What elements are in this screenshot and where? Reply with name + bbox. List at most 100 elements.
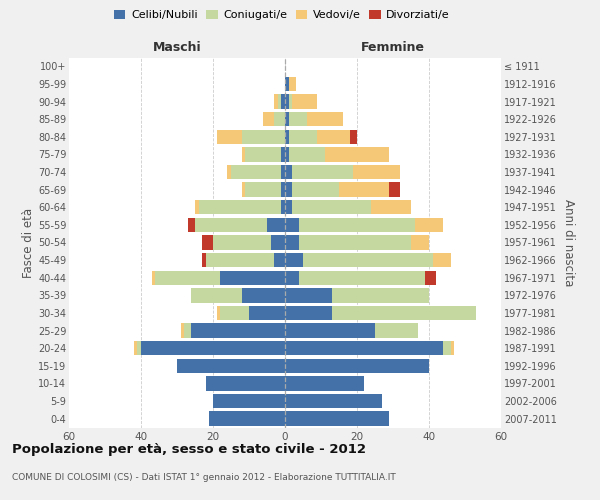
Bar xyxy=(299,270,425,285)
Bar xyxy=(292,165,353,179)
Text: Maschi: Maschi xyxy=(152,41,202,54)
Bar xyxy=(242,130,285,144)
Bar xyxy=(195,200,199,214)
Bar xyxy=(274,253,285,268)
Bar xyxy=(292,182,339,197)
Bar xyxy=(415,218,443,232)
Bar xyxy=(285,147,289,162)
Bar xyxy=(339,182,389,197)
Bar xyxy=(281,94,285,109)
Bar xyxy=(332,288,429,302)
Bar xyxy=(202,253,206,268)
Bar xyxy=(411,236,429,250)
Bar xyxy=(285,306,332,320)
Bar xyxy=(191,288,242,302)
Bar xyxy=(332,306,476,320)
Bar xyxy=(285,182,292,197)
Y-axis label: Anni di nascita: Anni di nascita xyxy=(562,199,575,286)
Bar xyxy=(137,341,141,355)
Bar xyxy=(152,270,155,285)
Bar xyxy=(177,358,285,373)
Bar xyxy=(181,324,184,338)
Bar xyxy=(285,130,289,144)
Bar xyxy=(227,165,231,179)
Bar xyxy=(299,218,415,232)
Bar xyxy=(217,130,242,144)
Bar xyxy=(249,306,285,320)
Bar xyxy=(206,253,274,268)
Bar xyxy=(220,306,249,320)
Bar xyxy=(303,253,433,268)
Bar xyxy=(134,341,137,355)
Bar xyxy=(353,165,400,179)
Bar xyxy=(206,376,285,390)
Bar xyxy=(213,394,285,408)
Bar xyxy=(289,130,317,144)
Bar xyxy=(289,112,307,126)
Bar xyxy=(267,218,285,232)
Bar xyxy=(285,200,292,214)
Bar xyxy=(278,94,281,109)
Bar xyxy=(213,236,271,250)
Bar xyxy=(451,341,454,355)
Bar xyxy=(299,236,411,250)
Bar xyxy=(274,94,278,109)
Bar xyxy=(281,165,285,179)
Bar xyxy=(350,130,357,144)
Bar xyxy=(199,200,281,214)
Bar xyxy=(184,324,191,338)
Bar xyxy=(274,112,285,126)
Bar xyxy=(285,165,292,179)
Bar xyxy=(195,218,267,232)
Bar xyxy=(263,112,274,126)
Bar xyxy=(285,112,289,126)
Legend: Celibi/Nubili, Coniugati/e, Vedovi/e, Divorziati/e: Celibi/Nubili, Coniugati/e, Vedovi/e, Di… xyxy=(110,6,454,25)
Bar xyxy=(325,147,389,162)
Bar xyxy=(141,341,285,355)
Bar xyxy=(281,147,285,162)
Bar xyxy=(289,147,325,162)
Bar xyxy=(285,218,299,232)
Bar xyxy=(285,376,364,390)
Bar xyxy=(285,412,389,426)
Y-axis label: Fasce di età: Fasce di età xyxy=(22,208,35,278)
Text: Femmine: Femmine xyxy=(361,41,425,54)
Bar xyxy=(433,253,451,268)
Bar xyxy=(245,147,281,162)
Bar xyxy=(292,94,317,109)
Bar xyxy=(155,270,220,285)
Bar xyxy=(285,270,299,285)
Bar xyxy=(285,394,382,408)
Bar xyxy=(317,130,350,144)
Bar xyxy=(425,270,436,285)
Bar xyxy=(220,270,285,285)
Bar xyxy=(289,94,292,109)
Bar xyxy=(292,200,371,214)
Bar xyxy=(289,76,296,91)
Bar xyxy=(285,324,375,338)
Bar xyxy=(242,182,245,197)
Bar xyxy=(242,288,285,302)
Text: COMUNE DI COLOSIMI (CS) - Dati ISTAT 1° gennaio 2012 - Elaborazione TUTTITALIA.I: COMUNE DI COLOSIMI (CS) - Dati ISTAT 1° … xyxy=(12,472,396,482)
Bar xyxy=(285,288,332,302)
Bar xyxy=(285,253,303,268)
Bar xyxy=(281,200,285,214)
Bar xyxy=(191,324,285,338)
Bar xyxy=(231,165,281,179)
Bar xyxy=(271,236,285,250)
Bar xyxy=(217,306,220,320)
Bar xyxy=(285,94,289,109)
Bar xyxy=(242,147,245,162)
Bar xyxy=(285,341,443,355)
Bar xyxy=(389,182,400,197)
Bar xyxy=(281,182,285,197)
Bar xyxy=(245,182,281,197)
Text: Popolazione per età, sesso e stato civile - 2012: Popolazione per età, sesso e stato civil… xyxy=(12,442,366,456)
Bar xyxy=(375,324,418,338)
Bar xyxy=(188,218,195,232)
Bar xyxy=(307,112,343,126)
Bar xyxy=(202,236,213,250)
Bar xyxy=(443,341,451,355)
Bar xyxy=(209,412,285,426)
Bar xyxy=(285,236,299,250)
